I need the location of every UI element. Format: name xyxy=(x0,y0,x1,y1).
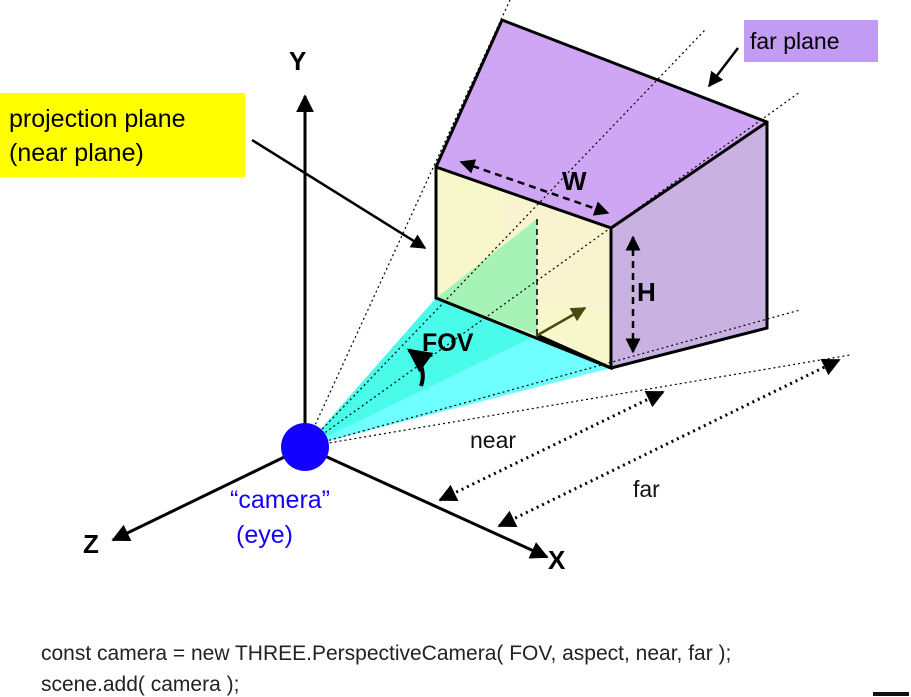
camera-eye-dot xyxy=(281,423,329,471)
near-plane-label: (near plane) xyxy=(9,139,144,167)
projection-plane-note-bg xyxy=(0,93,245,177)
width-label: W xyxy=(562,166,587,196)
code-line-camera: const camera = new THREE.PerspectiveCame… xyxy=(41,642,732,665)
far-plane-note-bg xyxy=(744,20,878,62)
eye-label: (eye) xyxy=(236,521,293,549)
near-label: near xyxy=(470,427,516,453)
projection-plane-pointer xyxy=(251,138,427,250)
width-dimension-arrow xyxy=(459,159,610,216)
far-distance-arrow xyxy=(497,358,841,528)
fov-arc-icon xyxy=(407,348,434,387)
x-axis-label: X xyxy=(548,545,566,575)
z-axis-label: Z xyxy=(83,529,99,559)
code-line-scene-add: scene.add( camera ); xyxy=(41,673,240,696)
edge-marker xyxy=(873,692,909,696)
fov-cone-lower xyxy=(305,298,611,447)
far-label: far xyxy=(633,476,660,502)
height-label: H xyxy=(637,277,656,307)
camera-label: “camera” xyxy=(230,486,330,514)
near-plane-cone-section xyxy=(436,219,537,335)
view-direction-arrow xyxy=(535,306,587,338)
far-plane-pointer xyxy=(708,47,739,88)
fov-label: FOV xyxy=(422,329,474,357)
y-axis-label: Y xyxy=(289,46,306,76)
axes xyxy=(111,94,549,559)
frustum-right-face xyxy=(611,122,767,368)
far-plane-label: far plane xyxy=(750,28,840,54)
projection-plane-label: projection plane xyxy=(9,105,186,133)
